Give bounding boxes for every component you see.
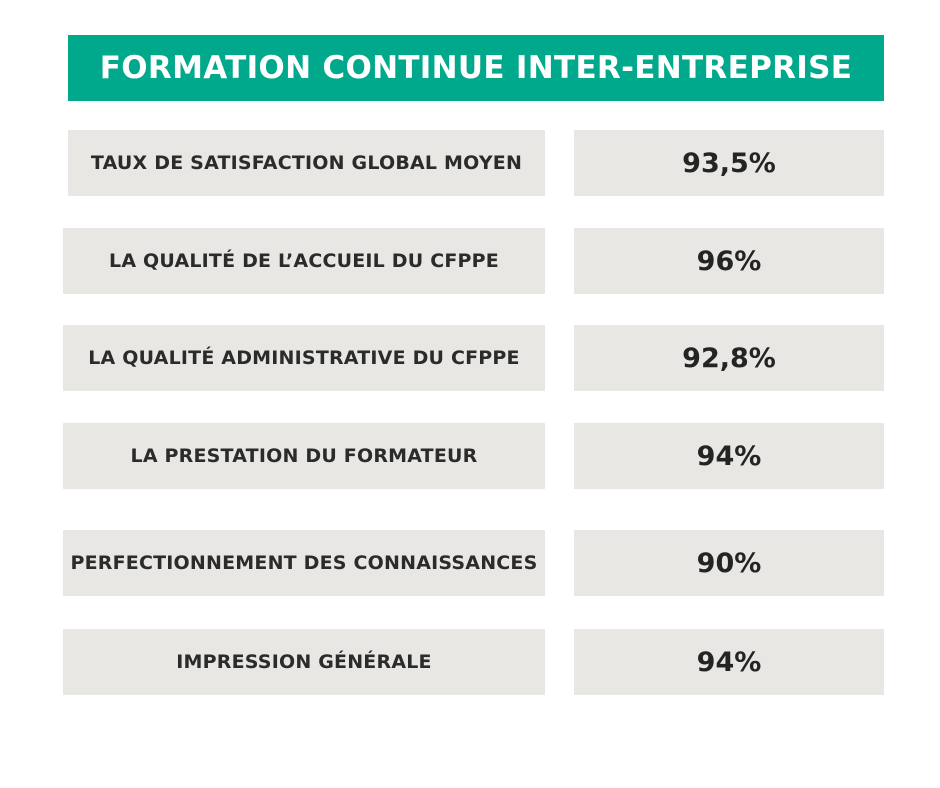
stat-value: 93,5% xyxy=(574,130,884,196)
stat-label: TAUX DE SATISFACTION GLOBAL MOYEN xyxy=(68,130,545,196)
page-title: FORMATION CONTINUE INTER-ENTREPRISE xyxy=(99,50,853,86)
stat-label: PERFECTIONNEMENT DES CONNAISSANCES xyxy=(63,530,545,596)
stat-label: LA QUALITÉ DE L’ACCUEIL DU CFPPE xyxy=(63,228,545,294)
stat-row-accueil: LA QUALITÉ DE L’ACCUEIL DU CFPPE 96% xyxy=(0,228,940,294)
stat-value: 94% xyxy=(574,629,884,695)
stat-row-impression: IMPRESSION GÉNÉRALE 94% xyxy=(0,629,940,695)
stat-row-satisfaction: TAUX DE SATISFACTION GLOBAL MOYEN 93,5% xyxy=(0,130,940,196)
stat-row-formateur: LA PRESTATION DU FORMATEUR 94% xyxy=(0,423,940,489)
stat-value: 92,8% xyxy=(574,325,884,391)
stat-value: 96% xyxy=(574,228,884,294)
stat-label: IMPRESSION GÉNÉRALE xyxy=(63,629,545,695)
stat-label: LA PRESTATION DU FORMATEUR xyxy=(63,423,545,489)
stat-value: 94% xyxy=(574,423,884,489)
title-banner: FORMATION CONTINUE INTER-ENTREPRISE xyxy=(68,35,884,101)
stat-label: LA QUALITÉ ADMINISTRATIVE DU CFPPE xyxy=(63,325,545,391)
stat-value: 90% xyxy=(574,530,884,596)
stat-row-administrative: LA QUALITÉ ADMINISTRATIVE DU CFPPE 92,8% xyxy=(0,325,940,391)
stat-row-connaissances: PERFECTIONNEMENT DES CONNAISSANCES 90% xyxy=(0,530,940,596)
